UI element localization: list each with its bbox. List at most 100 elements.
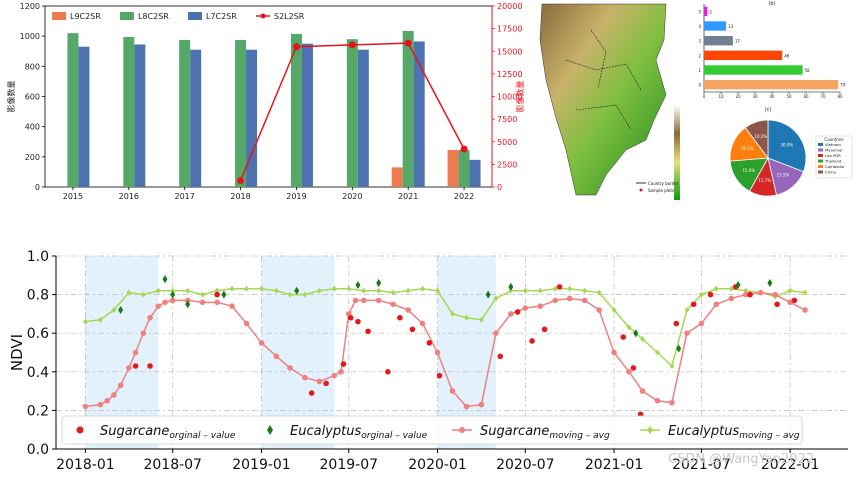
y2-tick-label: 5000 (497, 138, 517, 147)
eucalyptus-original-point (767, 279, 773, 288)
eucalyptus-moving-avg-point (626, 324, 632, 331)
sugarcane-moving-avg-point (581, 297, 588, 304)
bar-L8C2SR (346, 39, 358, 187)
sugarcane-moving-avg-point (757, 289, 764, 296)
y2-tick-label: 10000 (497, 93, 522, 102)
x-tick-label: 2021-01 (585, 457, 644, 473)
sugarcane-moving-avg-point (537, 303, 544, 309)
sugarcane-moving-avg-point (199, 299, 206, 306)
eucalyptus-moving-avg-point (420, 285, 426, 292)
eucalyptus-moving-avg-point (185, 287, 191, 294)
y2-tick-label: 12500 (497, 70, 522, 79)
sugarcane-original-point (426, 340, 433, 346)
legend-marker (267, 425, 273, 435)
legend-swatch (818, 154, 823, 157)
bar-L9C2SR (391, 167, 403, 187)
y-tick-label: 1.0 (27, 249, 49, 265)
eucalyptus-original-point (485, 290, 491, 299)
sugarcane-original-point (556, 284, 563, 290)
eucalyptus-moving-avg-point (376, 287, 382, 294)
eucalyptus-moving-avg-point (552, 285, 558, 292)
sugarcane-moving-avg-point (117, 382, 124, 389)
sugarcane-moving-avg-point (772, 291, 778, 298)
bar-L7C2SR (246, 49, 258, 187)
sugarcane-original-point (620, 334, 627, 340)
x-tick-label: 30 (752, 94, 758, 99)
elevation-colorbar (674, 105, 680, 200)
sugarcane-moving-avg-point (434, 349, 441, 356)
sugarcane-original-point (385, 369, 391, 375)
legend-label: China (825, 170, 836, 175)
sugarcane-original-point (497, 353, 504, 360)
y2-tick-label: 7500 (497, 115, 517, 124)
sugarcane-moving-avg-point (478, 401, 485, 408)
pie-pct-label: 15.5% (777, 173, 790, 178)
y-tick-label: 1200 (20, 2, 40, 11)
point-S2L2SR (237, 177, 245, 185)
y-tick-label: 1000 (20, 32, 40, 41)
eucalyptus-moving-avg-point (669, 363, 675, 370)
legend-label: Lao PDR (825, 153, 841, 158)
eucalyptus-moving-avg-point (273, 287, 279, 294)
sugarcane-moving-avg-point (126, 365, 132, 371)
legend-label-subscript: moving – avg (739, 431, 800, 441)
y2-tick-label: 15000 (497, 47, 522, 56)
eucalyptus-original-point (162, 275, 168, 284)
x-tick-label: 2015 (63, 192, 83, 201)
eucalyptus-moving-avg-point (684, 307, 690, 314)
y2-tick-label: 2500 (497, 160, 517, 169)
bar-L9C2SR (447, 150, 459, 187)
sugarcane-moving-avg-point (552, 297, 559, 304)
pie-pct-label: 30.9% (780, 143, 793, 148)
eucalyptus-original-point (170, 290, 176, 299)
sugarcane-original-point (365, 328, 371, 335)
sugarcane-moving-avg-point (360, 297, 367, 304)
sugarcane-original-point (541, 326, 548, 333)
legend-swatch (818, 165, 823, 168)
eucalyptus-moving-avg-point (596, 289, 602, 296)
eucalyptus-moving-avg-point (258, 285, 264, 292)
eucalyptus-moving-avg-point (97, 316, 103, 323)
point-S2L2SR (348, 41, 356, 49)
sugarcane-moving-avg-point (390, 301, 396, 308)
sugarcane-moving-avg-point (243, 320, 250, 327)
sugarcane-moving-avg-point (273, 353, 280, 360)
sugarcane-moving-avg-point (140, 330, 147, 336)
eucalyptus-moving-avg-point (582, 287, 588, 294)
eucalyptus-moving-avg-point (390, 289, 396, 296)
eucalyptus-moving-avg-point (361, 287, 367, 294)
sugarcane-original-point (673, 320, 680, 327)
sugarcane-original-point (747, 291, 753, 298)
x-tick-label: 2017 (175, 192, 195, 201)
legend-label: S2L2SR (274, 12, 305, 21)
bar-L7C2SR (357, 49, 369, 187)
map-legend: Country border Sample plots (636, 181, 679, 193)
x-tick-label: 2018-07 (143, 457, 202, 473)
eucalyptus-moving-avg-point (522, 287, 528, 294)
y-tick-label: 800 (25, 62, 40, 71)
sugarcane-original-point (323, 380, 329, 387)
sugarcane-moving-avg-point (111, 392, 117, 398)
sugarcane-moving-avg-point (352, 297, 359, 304)
eucalyptus-moving-avg-point (346, 285, 352, 292)
x-tick-label: 20 (735, 94, 741, 99)
eucalyptus-moving-avg-point (244, 285, 250, 292)
bar-L7C2SR (413, 41, 425, 188)
legend-label-subscript: moving – avg (549, 431, 610, 441)
sugarcane-moving-avg-point (214, 299, 220, 306)
sugarcane-moving-avg-point (331, 372, 338, 379)
eucalyptus-moving-avg-point (111, 307, 117, 314)
y2-tick-label: 20000 (497, 2, 522, 11)
legend-swatch (818, 159, 823, 163)
sugarcane-moving-avg-point (155, 303, 162, 309)
sugarcane-moving-avg-point (132, 349, 139, 356)
eucalyptus-original-point (735, 280, 741, 289)
sugarcane-original-point (529, 338, 535, 344)
eucalyptus-moving-avg-point (155, 287, 161, 294)
hbar-category-label: 2 (698, 53, 701, 58)
sugarcane-moving-avg-point (493, 330, 499, 336)
sugarcane-moving-avg-point (611, 349, 617, 356)
land-mass (539, 3, 667, 196)
bar-L8C2SR (179, 39, 191, 187)
panel-title: (b) (768, 1, 775, 7)
